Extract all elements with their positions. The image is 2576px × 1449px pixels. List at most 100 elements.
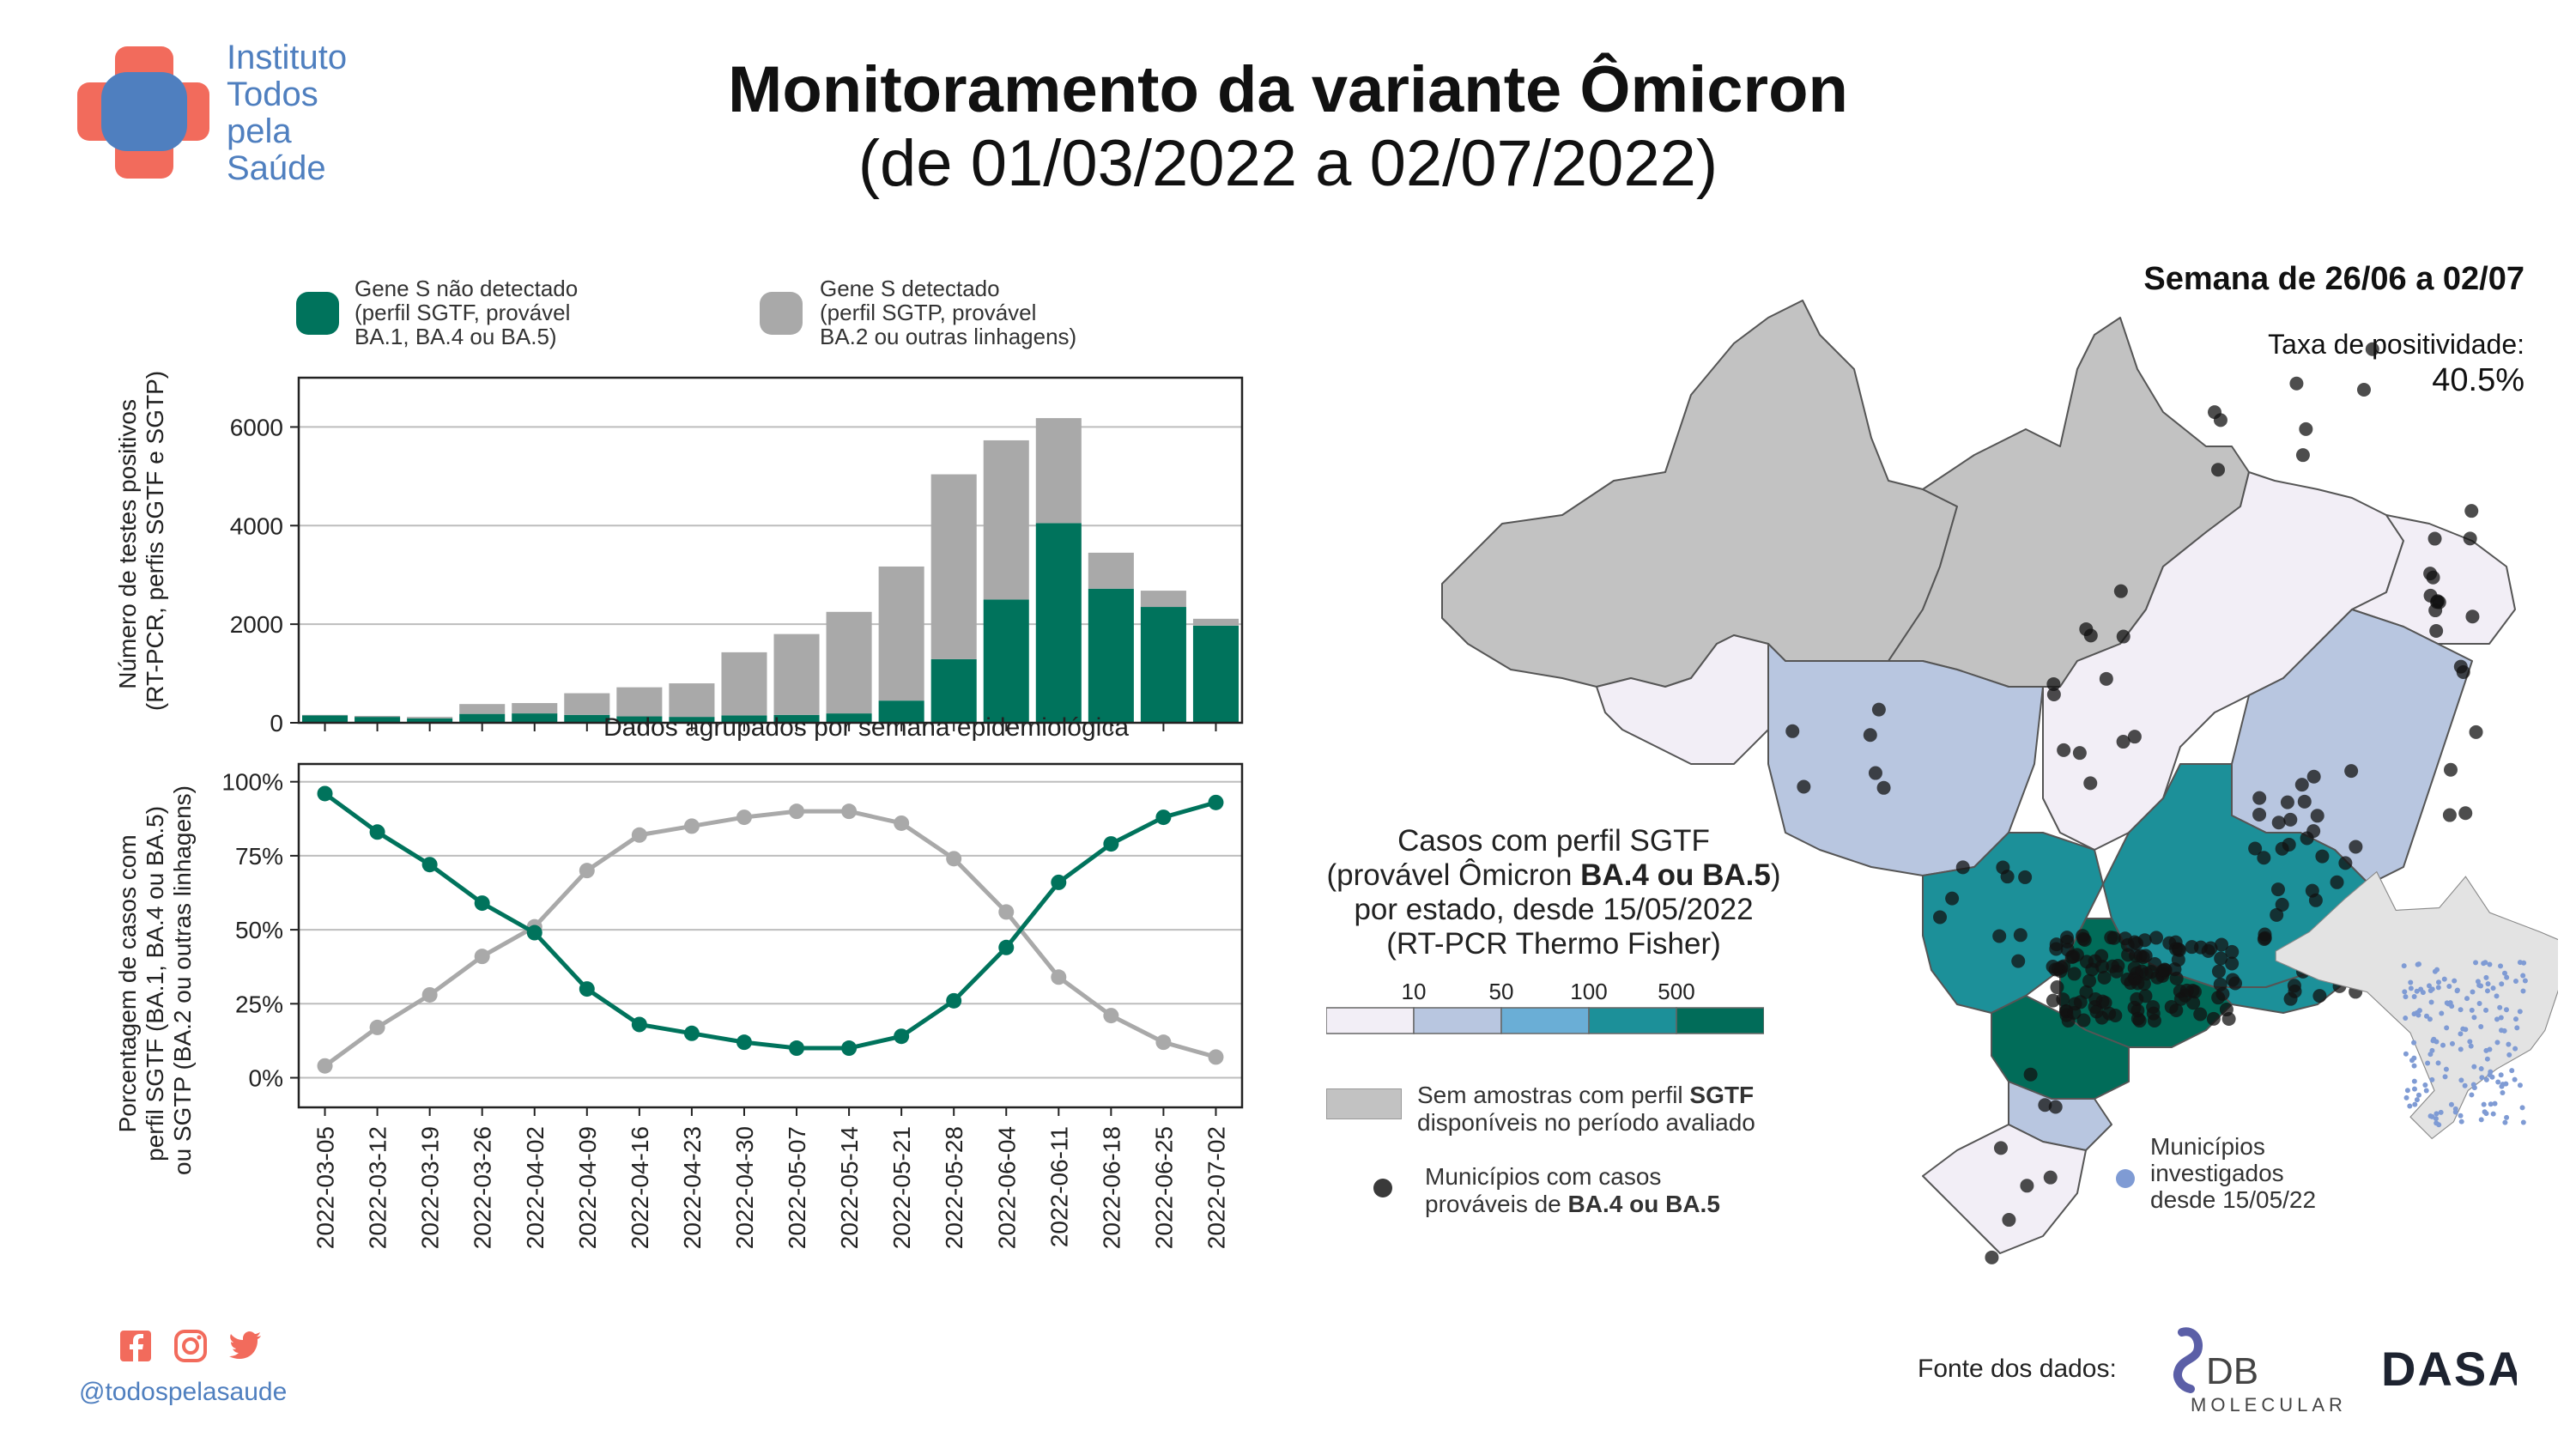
municipality-dot xyxy=(2201,943,2215,958)
investigated-dot xyxy=(2435,985,2441,991)
municipality-dot xyxy=(2211,964,2226,979)
bar-sgtp xyxy=(930,474,977,659)
legend-label-sgtp: Gene S detectado (perfil SGTP, provável BA… xyxy=(820,276,1076,349)
investigated-dot xyxy=(2407,1103,2413,1109)
investigated-dot xyxy=(2403,994,2409,1000)
municipality-dot xyxy=(2050,980,2064,995)
instagram-icon[interactable] xyxy=(173,1329,208,1363)
bar-sgtp xyxy=(669,683,715,718)
municipality-dot xyxy=(1985,1250,1999,1264)
charts-panel: Gene S não detectado (perfil SGTF, prováv… xyxy=(114,276,1244,1249)
municipality-dot xyxy=(2270,907,2284,922)
title-main: Monitoramento da variante Ômicron xyxy=(728,53,1848,126)
investigated-dot xyxy=(2458,1113,2464,1119)
municipality-dot xyxy=(2294,778,2309,792)
investigated-dot xyxy=(2501,970,2507,976)
investigated-dot xyxy=(2446,1001,2452,1007)
investigated-dot xyxy=(2488,1069,2494,1075)
municipality-dot xyxy=(2132,1014,2147,1028)
point-sgtp xyxy=(1051,969,1067,985)
municipality-dot xyxy=(2121,948,2136,962)
municipality-dot-icon xyxy=(1373,1179,1392,1197)
investigated-dot xyxy=(2468,1043,2474,1049)
colorbar-tick: 10 xyxy=(1402,979,1427,1004)
colorbar-tick: 500 xyxy=(1658,979,1694,1004)
municipality-dot xyxy=(2139,967,2154,981)
y-tick-label: 25% xyxy=(235,991,283,1017)
municipality-dot xyxy=(2258,927,2272,942)
municipality-dot xyxy=(2079,955,2094,969)
municipality-dot xyxy=(2049,937,2064,952)
point-sgtp xyxy=(631,827,647,843)
municipality-dot xyxy=(2280,795,2294,809)
municipality-dot xyxy=(2312,989,2327,1003)
point-sgtp xyxy=(421,986,438,1003)
point-sgtf xyxy=(1051,874,1067,890)
point-sgtp xyxy=(946,851,962,867)
investigated-dot xyxy=(2494,1016,2500,1022)
investigated-dot xyxy=(2414,1097,2420,1103)
municipality-dot xyxy=(2315,849,2330,864)
twitter-icon[interactable] xyxy=(228,1329,263,1363)
municipality-dot xyxy=(2248,841,2263,856)
bar-sgtf xyxy=(459,713,506,723)
investigated-dot xyxy=(2408,985,2414,991)
y-tick-label: 100% xyxy=(221,769,283,796)
investigated-dot xyxy=(2500,1089,2506,1095)
municipality-dot xyxy=(2002,1213,2016,1228)
investigated-dot xyxy=(2512,1016,2518,1022)
municipality-dot xyxy=(2079,621,2094,636)
municipality-dot xyxy=(2211,463,2226,477)
investigated-dot xyxy=(2401,963,2407,969)
investigated-dot xyxy=(2495,1079,2501,1085)
inset-map xyxy=(2275,870,2558,1140)
investigated-dot xyxy=(2497,1004,2503,1010)
municipality-dot xyxy=(2271,815,2286,830)
municipality-dot xyxy=(2287,979,2301,993)
investigated-dot xyxy=(2509,1068,2515,1074)
bar-sgtp xyxy=(826,611,872,714)
social-handle[interactable]: @todospelasaude xyxy=(79,1378,288,1406)
investigated-dot xyxy=(2446,983,2452,989)
investigated-dot xyxy=(2485,981,2491,987)
plot-frame xyxy=(297,376,1244,724)
investigated-dot xyxy=(2520,988,2526,994)
investigated-dot xyxy=(2411,994,2417,1000)
municipality-dot xyxy=(2330,875,2344,889)
investigated-dot xyxy=(2415,1092,2421,1098)
municipality-dot xyxy=(2172,943,2186,957)
investigated-dot xyxy=(2471,1064,2477,1070)
point-sgtf xyxy=(894,1028,910,1045)
investigated-dot xyxy=(2458,1077,2464,1083)
colorbar-cell xyxy=(1676,1007,1764,1034)
investigated-dot xyxy=(2492,1100,2498,1106)
investigated-dot xyxy=(2479,1075,2485,1081)
org-name-line: Instituto xyxy=(227,39,348,76)
investigated-dot xyxy=(2478,1066,2484,1072)
municipality-dot xyxy=(1996,860,2010,875)
investigated-dot xyxy=(2503,1081,2509,1087)
municipality-dot xyxy=(2013,928,2027,943)
bar-chart: 0 2000 4000 6000 xyxy=(230,376,1244,737)
point-sgtf xyxy=(789,1040,805,1057)
municipality-dot xyxy=(2088,991,2103,1006)
point-sgtf xyxy=(841,1040,858,1057)
municipality-dot xyxy=(2076,1013,2091,1028)
investigated-dot xyxy=(2470,1082,2476,1088)
bar-sgtp xyxy=(1192,618,1239,626)
municipality-dot xyxy=(2116,629,2131,644)
municipality-dot xyxy=(2116,735,2131,749)
investigated-dot xyxy=(2478,1023,2484,1029)
point-sgtf xyxy=(421,857,438,873)
bar-sgtf xyxy=(983,599,1029,723)
municipality-dot xyxy=(2072,746,2087,761)
y-tick-label: 2000 xyxy=(230,611,283,638)
investigated-dot xyxy=(2469,1092,2475,1098)
facebook-icon[interactable] xyxy=(118,1329,153,1363)
investigated-dot xyxy=(2403,1051,2409,1057)
org-name-line: Saúde xyxy=(227,149,326,187)
inset-municipality-dots xyxy=(2401,960,2528,1128)
investigated-dot xyxy=(2506,1041,2512,1047)
investigated-dot xyxy=(2404,1088,2410,1094)
investigated-dot xyxy=(2471,1015,2477,1021)
